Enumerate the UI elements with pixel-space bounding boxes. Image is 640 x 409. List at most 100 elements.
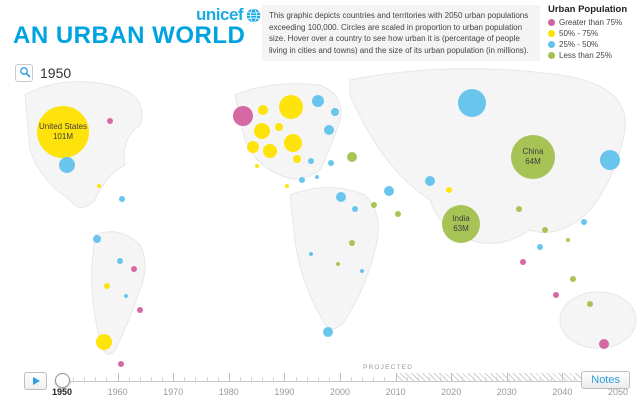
country-bubble[interactable] — [425, 176, 435, 186]
country-bubble[interactable] — [118, 361, 124, 367]
country-bubble[interactable] — [323, 327, 333, 337]
timeline-year-1970[interactable]: 1970 — [163, 387, 184, 397]
timeline-tick-minor — [128, 377, 130, 381]
country-bubble[interactable] — [285, 184, 289, 188]
country-bubble[interactable] — [542, 227, 548, 233]
timeline-tick-minor — [351, 377, 353, 381]
country-bubble[interactable] — [336, 192, 346, 202]
timeline-slider-handle[interactable] — [54, 373, 70, 388]
country-bubble[interactable] — [254, 123, 270, 139]
timeline-year-2000[interactable]: 2000 — [329, 387, 351, 397]
country-bubble[interactable] — [284, 134, 302, 152]
country-bubble[interactable] — [131, 266, 137, 272]
country-bubble[interactable] — [347, 152, 357, 162]
timeline-tick-2040 — [562, 373, 564, 381]
country-bubble[interactable] — [309, 252, 313, 256]
country-bubble[interactable] — [581, 219, 587, 225]
country-bubble[interactable] — [352, 206, 358, 212]
continent-asia — [349, 68, 626, 244]
timeline-tick-1990 — [284, 373, 286, 381]
timeline-tick-minor — [150, 377, 152, 381]
country-bubble[interactable] — [331, 108, 339, 116]
unicef-logo: unicef — [196, 5, 261, 25]
play-button[interactable] — [24, 372, 47, 390]
country-bubble[interactable] — [97, 184, 101, 188]
country-bubble[interactable] — [124, 294, 128, 298]
legend-item-label: Less than 25% — [559, 51, 612, 60]
country-bubble[interactable] — [119, 196, 125, 202]
zoom-button[interactable] — [15, 64, 33, 82]
timeline-tick-minor — [551, 377, 553, 381]
country-bubble[interactable] — [458, 89, 486, 117]
timeline-year-1990[interactable]: 1990 — [274, 387, 295, 397]
timeline-tick-minor — [529, 377, 531, 381]
notes-button[interactable]: Notes — [581, 371, 630, 389]
country-bubble[interactable] — [324, 125, 334, 135]
country-bubble-china[interactable]: China 64M — [511, 135, 555, 179]
country-bubble[interactable] — [117, 258, 123, 264]
country-bubble[interactable] — [446, 187, 452, 193]
country-bubble-india[interactable]: India 63M — [442, 205, 480, 243]
country-bubble[interactable] — [349, 240, 355, 246]
timeline-tick-minor — [295, 377, 297, 381]
timeline-year-2010[interactable]: 2010 — [385, 387, 406, 397]
country-bubble[interactable] — [93, 235, 101, 243]
country-bubble[interactable] — [553, 292, 559, 298]
country-bubble[interactable] — [312, 95, 324, 107]
country-bubble[interactable] — [96, 334, 112, 350]
legend-dot-pink — [548, 19, 555, 26]
country-bubble[interactable] — [570, 276, 576, 282]
timeline-tick-minor — [162, 377, 164, 381]
country-bubble[interactable] — [600, 150, 620, 170]
country-bubble[interactable] — [599, 339, 609, 349]
timeline-tick-minor — [73, 377, 75, 381]
timeline-track[interactable] — [55, 381, 622, 382]
country-bubble[interactable] — [537, 244, 543, 250]
timeline-tick-minor — [517, 377, 519, 381]
country-bubble[interactable] — [247, 141, 259, 153]
continent-australia — [559, 291, 637, 349]
country-bubble[interactable] — [587, 301, 593, 307]
country-bubble[interactable] — [233, 106, 253, 126]
country-bubble[interactable] — [137, 307, 143, 313]
timeline-tick-minor — [251, 377, 253, 381]
country-bubble[interactable] — [308, 158, 314, 164]
country-bubble[interactable] — [279, 95, 303, 119]
timeline-year-2040[interactable]: 2040 — [552, 387, 573, 397]
country-bubble[interactable] — [328, 160, 334, 166]
country-bubble[interactable] — [59, 157, 75, 173]
country-bubble[interactable] — [107, 118, 113, 124]
country-bubble[interactable] — [258, 105, 268, 115]
country-bubble[interactable] — [336, 262, 340, 266]
country-bubble[interactable] — [315, 175, 319, 179]
timeline-tick-minor — [84, 377, 86, 381]
country-bubble[interactable] — [520, 259, 526, 265]
timeline-tick-minor — [95, 377, 97, 381]
projected-region — [395, 373, 618, 381]
country-bubble[interactable] — [275, 123, 283, 131]
country-bubble[interactable] — [360, 269, 364, 273]
timeline-year-1950[interactable]: 1950 — [51, 387, 73, 397]
country-bubble[interactable] — [516, 206, 522, 212]
legend-dot-blue — [548, 41, 555, 48]
timeline-year-2030[interactable]: 2030 — [496, 387, 517, 397]
timeline-year-2050[interactable]: 2050 — [607, 387, 629, 397]
country-bubble[interactable] — [384, 186, 394, 196]
timeline-year-2020[interactable]: 2020 — [441, 387, 462, 397]
country-bubble[interactable] — [371, 202, 377, 208]
country-bubble[interactable] — [255, 164, 259, 168]
country-bubble-united-states[interactable]: United States 101M — [37, 106, 89, 158]
timeline-tick-minor — [195, 377, 197, 381]
timeline-year-1980[interactable]: 1980 — [218, 387, 239, 397]
country-bubble[interactable] — [566, 238, 570, 242]
unicef-globe-icon — [246, 7, 261, 23]
bubble-label: United States 101M — [38, 122, 88, 141]
country-bubble[interactable] — [293, 155, 301, 163]
country-bubble[interactable] — [395, 211, 401, 217]
country-bubble[interactable] — [263, 144, 277, 158]
country-bubble[interactable] — [299, 177, 305, 183]
timeline-tick-2000 — [340, 373, 341, 381]
country-bubble[interactable] — [104, 283, 110, 289]
timeline-year-1960[interactable]: 1960 — [107, 387, 128, 397]
